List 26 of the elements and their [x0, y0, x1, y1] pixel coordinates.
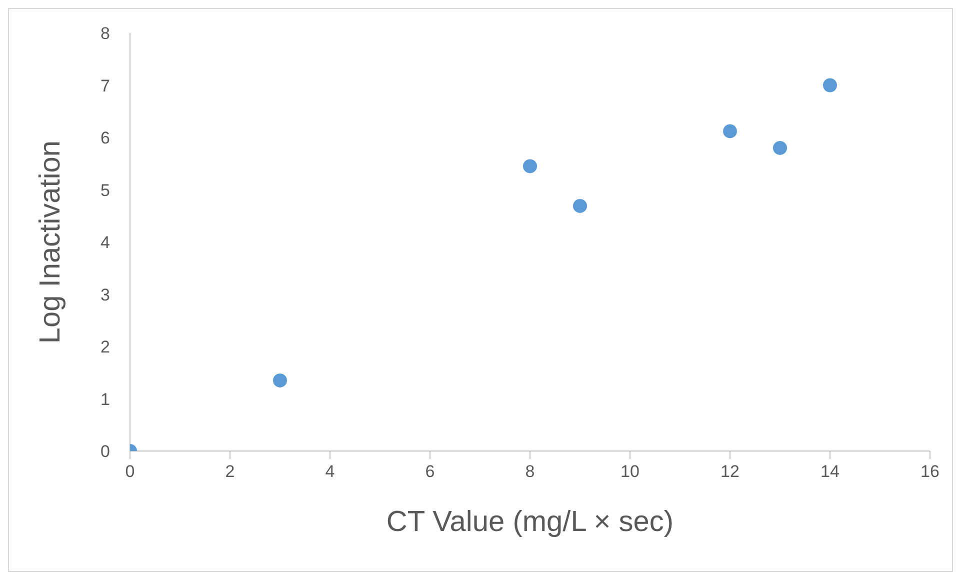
- point: [723, 124, 737, 138]
- point: [273, 373, 287, 388]
- point: [823, 78, 837, 92]
- x-axis-title: CT Value (mg/L × sec): [386, 506, 674, 538]
- y-axis-title: Log Inactivation: [34, 140, 66, 344]
- y-tick-label: 2: [100, 338, 110, 357]
- point: [523, 159, 537, 174]
- y-tick-label: 7: [100, 76, 110, 96]
- point: [773, 140, 787, 155]
- x-tick-label: 12: [720, 462, 740, 482]
- y-tick-label: 1: [100, 390, 110, 409]
- y-tick-label: 8: [100, 24, 110, 44]
- x-tick-label: 16: [920, 462, 940, 482]
- x-tick-label: 14: [820, 462, 840, 482]
- x-tick-label: 0: [125, 462, 135, 482]
- x-tick-label: 8: [525, 462, 535, 482]
- x-tick-label: 4: [325, 462, 335, 482]
- y-tick-label: 3: [100, 285, 110, 304]
- point: [573, 198, 587, 213]
- y-tick-label: 6: [100, 128, 110, 148]
- x-tick-label: 6: [425, 462, 435, 482]
- x-tick-label: 10: [620, 462, 640, 482]
- y-tick-label: 5: [100, 180, 110, 200]
- y-tick-label: 4: [100, 233, 110, 252]
- y-tick-label: 0: [100, 442, 110, 462]
- x-tick-label: 2: [225, 462, 235, 482]
